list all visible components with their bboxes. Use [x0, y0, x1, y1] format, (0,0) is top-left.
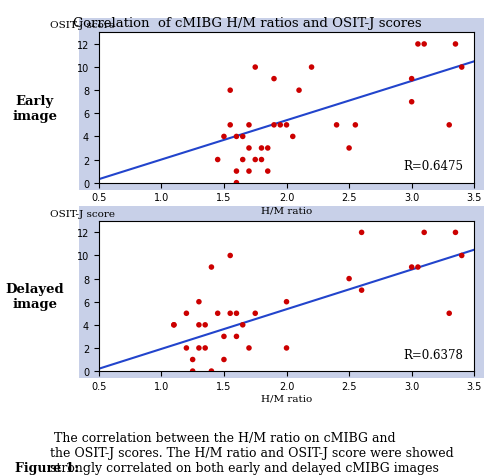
Point [233, 333, 241, 340]
X-axis label: H/M ratio: H/M ratio [261, 206, 312, 215]
Point [233, 168, 241, 176]
Point [239, 133, 247, 141]
Point [251, 310, 259, 317]
Point [220, 133, 228, 141]
Point [195, 345, 203, 352]
Point [251, 64, 259, 72]
Point [264, 168, 272, 176]
Point [458, 64, 466, 72]
Point [289, 133, 297, 141]
X-axis label: H/M ratio: H/M ratio [261, 394, 312, 403]
Point [239, 321, 247, 329]
Point [351, 122, 359, 129]
Point [420, 41, 428, 49]
Point [420, 229, 428, 237]
Point [220, 333, 228, 340]
Point [264, 145, 272, 152]
Point [408, 76, 415, 83]
Point [220, 356, 228, 364]
Text: R=0.6475: R=0.6475 [403, 160, 463, 173]
Point [458, 252, 466, 260]
Text: OSIT-J score: OSIT-J score [50, 209, 115, 218]
Point [257, 157, 265, 164]
Point [452, 229, 459, 237]
Point [239, 157, 247, 164]
Point [276, 122, 284, 129]
Text: OSIT-J score: OSIT-J score [50, 21, 115, 30]
Point [245, 122, 253, 129]
Text: Correlation  of cMIBG H/M ratios and OSIT-J scores: Correlation of cMIBG H/M ratios and OSIT… [73, 17, 421, 30]
Point [345, 275, 353, 283]
Point [414, 41, 422, 49]
Text: Early
image: Early image [12, 94, 57, 122]
Point [283, 122, 290, 129]
Point [226, 252, 234, 260]
Point [226, 87, 234, 95]
Point [408, 99, 415, 106]
Point [452, 41, 459, 49]
Point [233, 179, 241, 187]
Point [170, 321, 178, 329]
Point [245, 145, 253, 152]
Point [214, 157, 222, 164]
Point [233, 310, 241, 317]
Point [207, 264, 215, 271]
Point [195, 298, 203, 306]
Point [226, 122, 234, 129]
Point [358, 229, 366, 237]
Point [332, 122, 340, 129]
Text: The correlation between the H/M ratio on cMIBG and
the OSIT-J scores. The H/M ra: The correlation between the H/M ratio on… [50, 431, 454, 474]
Point [308, 64, 316, 72]
Point [283, 298, 290, 306]
Point [201, 321, 209, 329]
Point [408, 264, 415, 271]
Point [195, 321, 203, 329]
Point [182, 345, 190, 352]
Point [189, 367, 197, 375]
Point [283, 345, 290, 352]
Point [233, 133, 241, 141]
Point [245, 345, 253, 352]
Text: Delayed
image: Delayed image [5, 282, 64, 310]
Point [270, 76, 278, 83]
Point [226, 310, 234, 317]
Point [270, 122, 278, 129]
Point [214, 310, 222, 317]
Point [257, 145, 265, 152]
Point [295, 87, 303, 95]
Point [189, 356, 197, 364]
Point [345, 145, 353, 152]
Point [245, 168, 253, 176]
Text: Figure 1:: Figure 1: [15, 461, 79, 474]
Point [182, 310, 190, 317]
Point [170, 321, 178, 329]
Point [201, 345, 209, 352]
Point [414, 264, 422, 271]
Point [358, 287, 366, 294]
Point [445, 122, 453, 129]
Point [207, 367, 215, 375]
Point [251, 157, 259, 164]
Text: R=0.6378: R=0.6378 [403, 348, 463, 361]
Point [445, 310, 453, 317]
